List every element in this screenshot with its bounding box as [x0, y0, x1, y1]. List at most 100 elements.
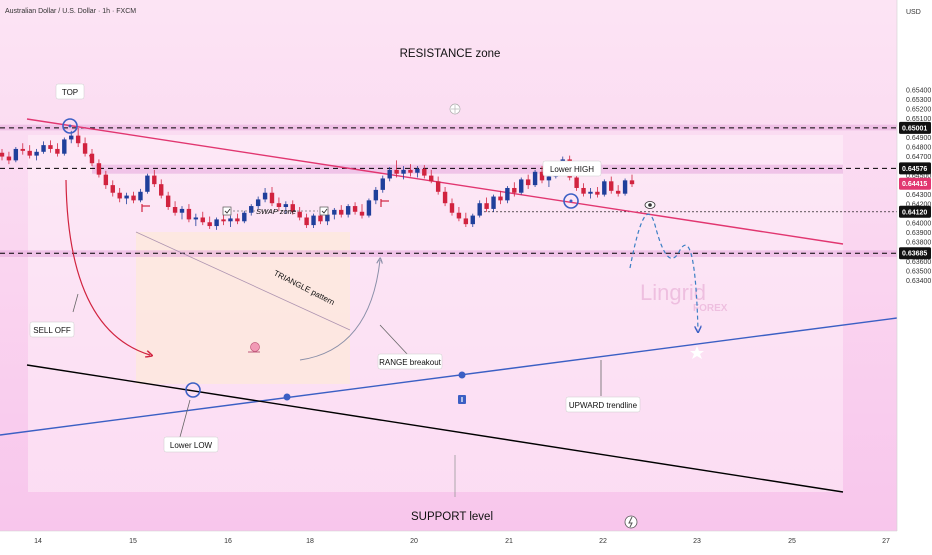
y-tick-label: 0.65300 — [906, 97, 931, 104]
currency-label: USD — [906, 9, 921, 16]
candle-body — [484, 203, 489, 209]
breakout-arrow — [299, 260, 380, 361]
candle-body — [588, 191, 593, 194]
triangle-low-dot — [283, 393, 291, 401]
candle-body — [422, 168, 427, 176]
candle-body — [622, 180, 628, 194]
range-breakout-box — [377, 353, 443, 370]
lower-low-box — [163, 436, 219, 453]
candle-body — [602, 181, 607, 195]
lower-low-label: Lower LOW — [170, 441, 213, 450]
y-tick-label: 0.65100 — [906, 116, 931, 123]
price-label-box — [899, 121, 931, 134]
flag-icon — [141, 204, 150, 212]
x-tick-label: 16 — [224, 538, 232, 545]
zone-0 — [0, 124, 897, 131]
price-axis[interactable] — [897, 0, 932, 550]
time-axis[interactable] — [0, 531, 932, 550]
upward-trendline-box — [565, 396, 641, 413]
candle-body — [595, 191, 600, 195]
x-tick-label: 20 — [410, 538, 418, 545]
candle-body — [165, 195, 171, 208]
candle-body — [290, 204, 295, 212]
candle-body — [318, 215, 323, 222]
candle-body — [449, 203, 455, 213]
candle-body — [48, 145, 53, 149]
sell-off-box — [29, 321, 75, 338]
candle-body — [297, 211, 302, 218]
y-tick-label: 0.64000 — [906, 221, 931, 228]
candle-body — [546, 176, 552, 181]
symbol-title: Australian Dollar / U.S. Dollar · 1h · F… — [5, 8, 136, 15]
candle-body — [435, 181, 441, 192]
y-tick-label: 0.64700 — [906, 154, 931, 161]
candle-body — [193, 217, 199, 220]
candle-body — [103, 174, 109, 186]
candle-body — [609, 181, 614, 191]
candle-body — [172, 207, 178, 213]
candle-body — [539, 171, 545, 181]
candle-body — [380, 178, 385, 190]
candle-body — [581, 187, 586, 194]
x-tick-label: 14 — [34, 538, 42, 545]
lower-high-label: Lower HIGH — [550, 165, 594, 174]
y-tick-label: 0.64800 — [906, 145, 931, 152]
candle-body — [332, 209, 337, 215]
candle-body — [34, 151, 39, 156]
range-breakout-pointer — [379, 324, 409, 356]
upward-trendline-label: UPWARD trendline — [569, 401, 638, 410]
support-trendline — [26, 364, 844, 493]
candle-body — [242, 212, 247, 222]
candle-body — [27, 150, 32, 156]
price-label: 0.65001 — [902, 125, 927, 132]
price-label-box — [899, 177, 931, 190]
projection-path — [629, 213, 698, 330]
candle-body — [89, 153, 95, 164]
candle-body — [311, 215, 316, 226]
x-tick-label: 25 — [788, 538, 796, 545]
price-label-box — [899, 247, 931, 260]
candle-body — [477, 203, 482, 216]
y-tick-label: 0.63400 — [906, 278, 931, 285]
candle-body — [249, 206, 254, 213]
candle-body — [366, 200, 372, 216]
candle-body — [110, 185, 115, 193]
candle-body — [82, 143, 88, 154]
candle-body — [269, 192, 275, 204]
candle-body — [262, 192, 268, 200]
x-tick-label: 18 — [306, 538, 314, 545]
candle-body — [207, 222, 212, 227]
candle-body — [276, 203, 282, 208]
candle-body — [13, 148, 19, 161]
lower-high-box — [542, 160, 602, 177]
candle-body — [41, 145, 46, 152]
x-tick-label: 27 — [882, 538, 890, 545]
candle-body — [491, 196, 496, 209]
sell-off-arrow — [65, 179, 150, 355]
candle-body — [186, 208, 192, 220]
candle-body — [512, 187, 517, 193]
candle-body — [214, 219, 219, 227]
candle-body — [152, 175, 157, 185]
zone-2 — [0, 250, 897, 257]
candle-body — [470, 215, 475, 225]
candle-body — [131, 195, 136, 201]
lightning-icon — [624, 515, 638, 529]
y-tick-label: 0.64900 — [906, 135, 931, 142]
candle-body — [124, 195, 129, 199]
candle-body — [75, 135, 81, 144]
candle-body — [415, 168, 420, 173]
x-tick-label: 21 — [505, 538, 513, 545]
candle-body — [200, 217, 205, 223]
x-tick-label: 15 — [129, 538, 137, 545]
y-tick-label: 0.64200 — [906, 202, 931, 209]
candle-body — [519, 179, 524, 193]
candle-body — [532, 171, 538, 186]
lower-high-marker — [563, 193, 579, 209]
candle-body — [117, 192, 122, 199]
candle-body — [408, 169, 413, 173]
candle-body — [221, 219, 226, 222]
candle-body — [615, 190, 621, 194]
